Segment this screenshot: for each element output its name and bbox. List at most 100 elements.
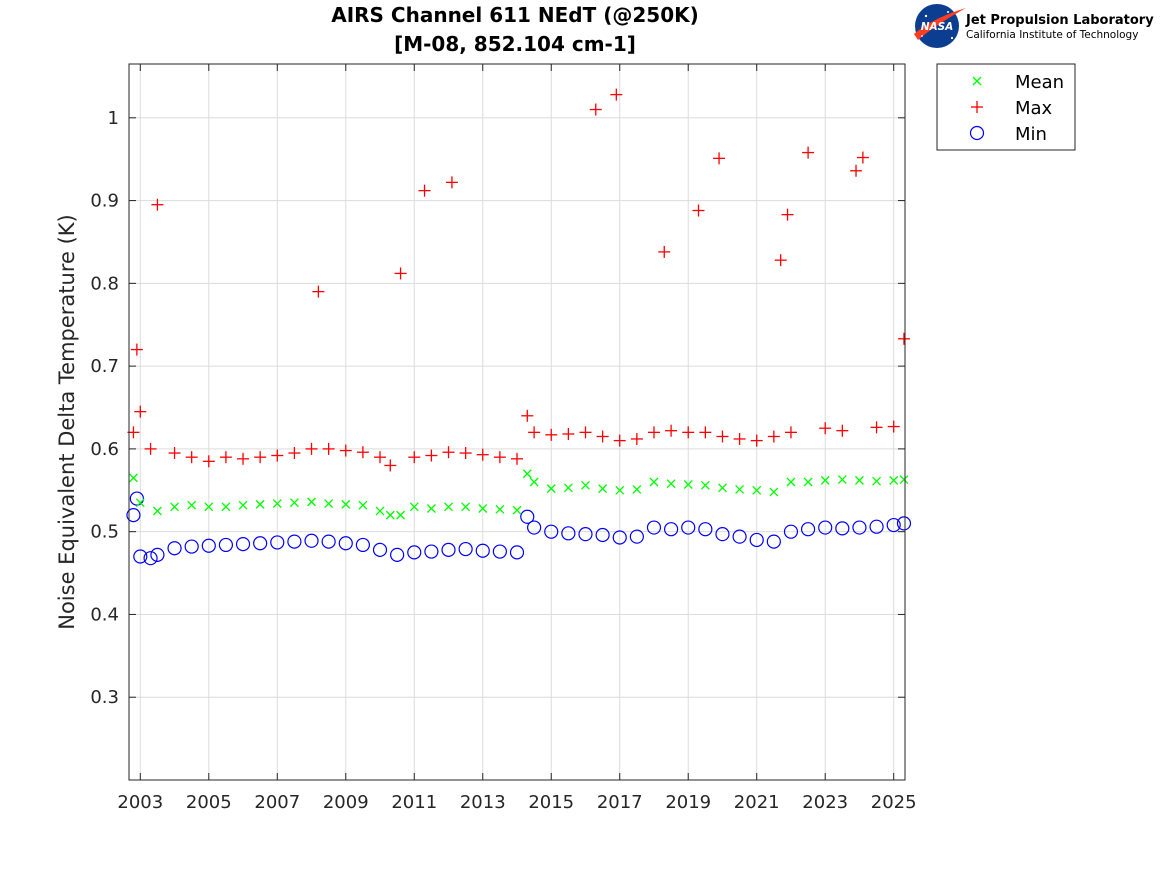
max-point (836, 424, 849, 437)
mean-point (546, 484, 556, 494)
min-point (664, 522, 679, 537)
max-point (521, 409, 534, 422)
legend-mean-x-mark (972, 76, 982, 86)
legend-min-circle-mark (969, 125, 985, 141)
max-point (476, 448, 489, 461)
min-point (253, 536, 268, 551)
max-point (784, 426, 797, 439)
max-point (151, 198, 164, 211)
legend-mean-label: Mean (1015, 72, 1064, 93)
max-point (288, 447, 301, 460)
mean-point (170, 502, 180, 512)
max-point (781, 208, 794, 221)
x-tick-label: 2021 (734, 792, 780, 813)
mean-point (426, 504, 436, 513)
mean-point (341, 499, 351, 509)
y-tick-label: 0.9 (90, 191, 119, 212)
max-point (425, 449, 438, 462)
min-point (612, 530, 627, 545)
max-point (589, 103, 602, 116)
max-point (647, 426, 660, 439)
jpl-logo: NASA Jet Propulsion Laboratory Californi… (914, 4, 1154, 48)
x-axis: 2003 2005 2007 2009 2011 2013 2015 2017 2019 2021… (117, 64, 917, 813)
max-point (850, 164, 863, 177)
max-point (713, 152, 726, 165)
mean-point (375, 506, 385, 516)
min-point (321, 534, 336, 549)
max-point (459, 447, 472, 460)
max-point (511, 452, 523, 465)
min-point (869, 519, 884, 534)
min-point (749, 532, 764, 548)
mean-point (385, 510, 395, 520)
y-tick-label: 0.5 (90, 522, 119, 543)
min-point (355, 537, 370, 553)
max-point (202, 455, 215, 468)
nasa-swoosh-icon (914, 8, 966, 40)
mean-point (649, 477, 659, 487)
max-point (897, 332, 910, 345)
max-point (692, 204, 705, 217)
max-point (665, 424, 678, 437)
x-tick-label: 2003 (117, 792, 163, 813)
max-point (767, 430, 780, 443)
plot-area (129, 64, 905, 780)
max-point (802, 146, 815, 159)
max-point (733, 432, 746, 445)
legend-max-plus-mark (971, 101, 983, 113)
max-point (610, 88, 623, 101)
max-point (596, 430, 609, 443)
max-point (339, 444, 352, 457)
mean-point (803, 477, 813, 487)
min-point (800, 522, 816, 537)
chart-subtitle: [M-08, 852.104 cm-1] (394, 32, 636, 56)
x-tick-label: 2025 (871, 792, 917, 813)
mean-point (872, 476, 882, 486)
mean-point (666, 479, 676, 489)
y-tick-label: 0.6 (90, 439, 119, 460)
mean-point (135, 498, 145, 508)
min-point (126, 508, 141, 523)
mean-point (324, 499, 334, 508)
mean-point (522, 469, 532, 479)
min-point (372, 542, 388, 557)
min-point (304, 533, 319, 548)
series-max (127, 88, 910, 472)
mean-point (272, 499, 282, 508)
max-point (408, 451, 421, 464)
mean-point (718, 483, 727, 493)
max-point (870, 421, 883, 434)
x-tick-label: 2011 (391, 792, 437, 813)
x-tick-label: 2007 (254, 792, 300, 813)
legend-max-marker-icon (971, 101, 983, 113)
mean-point (615, 485, 625, 495)
min-point (681, 520, 696, 535)
max-point (374, 451, 387, 464)
min-point (783, 524, 799, 539)
min-point (390, 547, 405, 562)
mean-point (495, 504, 505, 514)
min-point (698, 522, 713, 537)
x-tick-label: 2023 (802, 792, 848, 813)
min-point (527, 520, 542, 535)
min-point (896, 516, 912, 531)
min-point (578, 527, 593, 542)
min-point (129, 491, 144, 506)
mean-point (581, 480, 590, 490)
min-point (646, 520, 662, 535)
max-point (699, 426, 712, 439)
mean-point (598, 484, 608, 494)
max-point (493, 451, 506, 464)
data-marks (126, 88, 912, 566)
max-point (271, 449, 284, 462)
mean-point (478, 504, 488, 513)
min-point (167, 541, 182, 556)
min-point (458, 541, 473, 557)
min-point (886, 517, 901, 533)
plot-frame (128, 63, 906, 781)
min-point (424, 544, 439, 559)
mean-point (563, 483, 573, 493)
legend-mean-marker-icon (972, 76, 982, 86)
min-point (715, 527, 730, 542)
max-point (774, 254, 787, 267)
